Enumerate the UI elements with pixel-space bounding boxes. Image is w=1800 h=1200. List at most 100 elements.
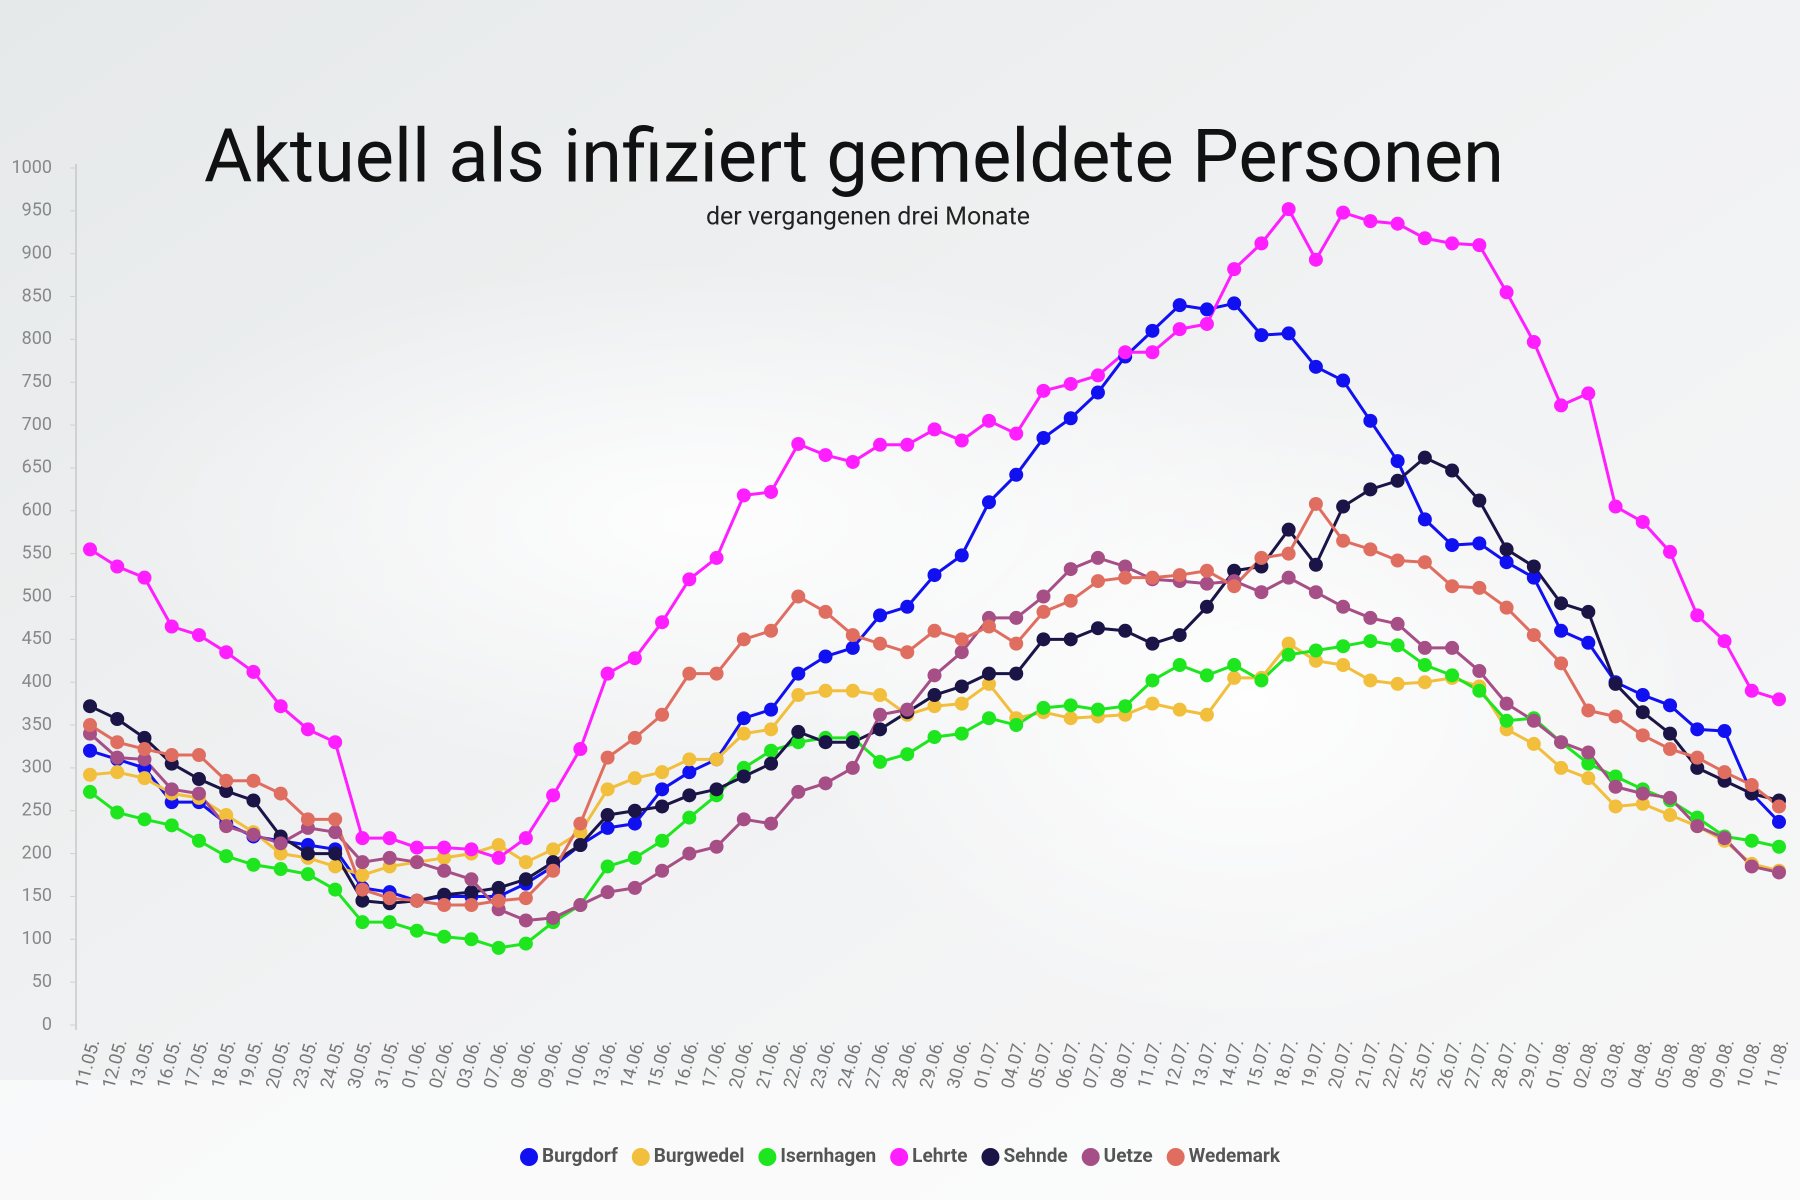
data-point: [83, 784, 97, 799]
data-point: [1417, 640, 1432, 655]
data-point: [845, 735, 860, 750]
chart-title: Aktuell als infiziert gemeldete Personen: [204, 114, 1504, 201]
data-point: [573, 742, 588, 757]
data-point: [1227, 658, 1242, 673]
data-point: [1199, 668, 1214, 683]
data-point: [1308, 643, 1323, 658]
data-point: [110, 805, 125, 820]
data-point: [1281, 522, 1296, 537]
data-point: [1663, 726, 1678, 741]
data-point: [1063, 632, 1078, 647]
data-point: [191, 628, 206, 643]
legend-label: Isernhagen: [780, 1144, 876, 1167]
data-point: [1608, 769, 1623, 784]
data-point: [682, 765, 697, 780]
data-point: [518, 913, 533, 928]
data-point: [900, 599, 915, 614]
data-point: [1363, 542, 1378, 557]
data-point: [600, 859, 615, 874]
data-point: [437, 850, 452, 865]
data-point: [1336, 533, 1351, 548]
data-point: [655, 799, 670, 814]
y-tick-label: 50: [32, 971, 52, 992]
data-point: [1063, 711, 1078, 726]
data-point: [1063, 593, 1078, 608]
data-point: [736, 488, 751, 503]
data-point: [954, 679, 969, 694]
y-tick-label: 850: [22, 285, 52, 306]
data-point: [1581, 771, 1596, 786]
y-tick-label: 900: [22, 242, 52, 263]
background-band: [0, 1080, 1800, 1200]
y-tick-label: 400: [22, 671, 52, 692]
data-point: [546, 842, 561, 857]
data-point: [1199, 707, 1214, 722]
data-point: [1690, 760, 1705, 775]
data-point: [1172, 628, 1187, 643]
data-point: [1772, 814, 1786, 829]
data-point: [1090, 368, 1105, 383]
data-point: [1663, 698, 1678, 713]
data-point: [1036, 632, 1051, 647]
data-point: [1635, 786, 1650, 801]
data-point: [873, 707, 888, 722]
data-point: [655, 863, 670, 878]
data-point: [137, 730, 152, 745]
data-point: [1635, 728, 1650, 743]
data-point: [764, 623, 779, 638]
data-point: [764, 702, 779, 717]
data-point: [1172, 658, 1187, 673]
data-point: [873, 754, 888, 769]
data-point: [1336, 599, 1351, 614]
data-point: [1417, 675, 1432, 690]
data-point: [954, 632, 969, 647]
data-point: [1199, 599, 1214, 614]
data-point: [709, 752, 724, 767]
data-point: [981, 711, 996, 726]
data-point: [273, 786, 288, 801]
data-point: [246, 857, 261, 872]
data-point: [1118, 345, 1133, 360]
data-point: [1472, 238, 1487, 253]
data-point: [1445, 538, 1460, 553]
data-point: [1772, 692, 1786, 707]
data-point: [791, 724, 806, 739]
data-point: [927, 623, 942, 638]
data-point: [164, 619, 179, 634]
data-point: [1663, 742, 1678, 757]
data-point: [1145, 323, 1160, 338]
data-point: [873, 437, 888, 452]
data-point: [328, 859, 343, 874]
data-point: [927, 730, 942, 745]
data-point: [464, 898, 479, 913]
data-point: [818, 683, 833, 698]
data-point: [1499, 555, 1514, 570]
data-point: [900, 645, 915, 660]
data-point: [1363, 214, 1378, 229]
data-point: [627, 730, 642, 745]
data-point: [328, 882, 343, 897]
data-point: [1390, 553, 1405, 568]
data-point: [191, 833, 206, 848]
data-point: [736, 726, 751, 741]
data-point: [791, 666, 806, 681]
data-point: [682, 788, 697, 803]
data-point: [1499, 713, 1514, 728]
data-point: [110, 750, 125, 765]
data-point: [518, 891, 533, 906]
data-point: [1254, 550, 1269, 565]
legend-label: Lehrte: [912, 1144, 967, 1167]
data-point: [355, 868, 370, 883]
y-tick-label: 650: [22, 457, 52, 478]
data-point: [845, 683, 860, 698]
data-point: [1254, 328, 1269, 343]
data-point: [1417, 450, 1432, 465]
data-point: [1308, 496, 1323, 511]
data-point: [491, 838, 506, 853]
data-point: [300, 722, 315, 737]
data-point: [845, 628, 860, 643]
data-point: [1063, 411, 1078, 426]
data-point: [83, 542, 97, 557]
data-point: [845, 640, 860, 655]
data-point: [1526, 559, 1541, 574]
